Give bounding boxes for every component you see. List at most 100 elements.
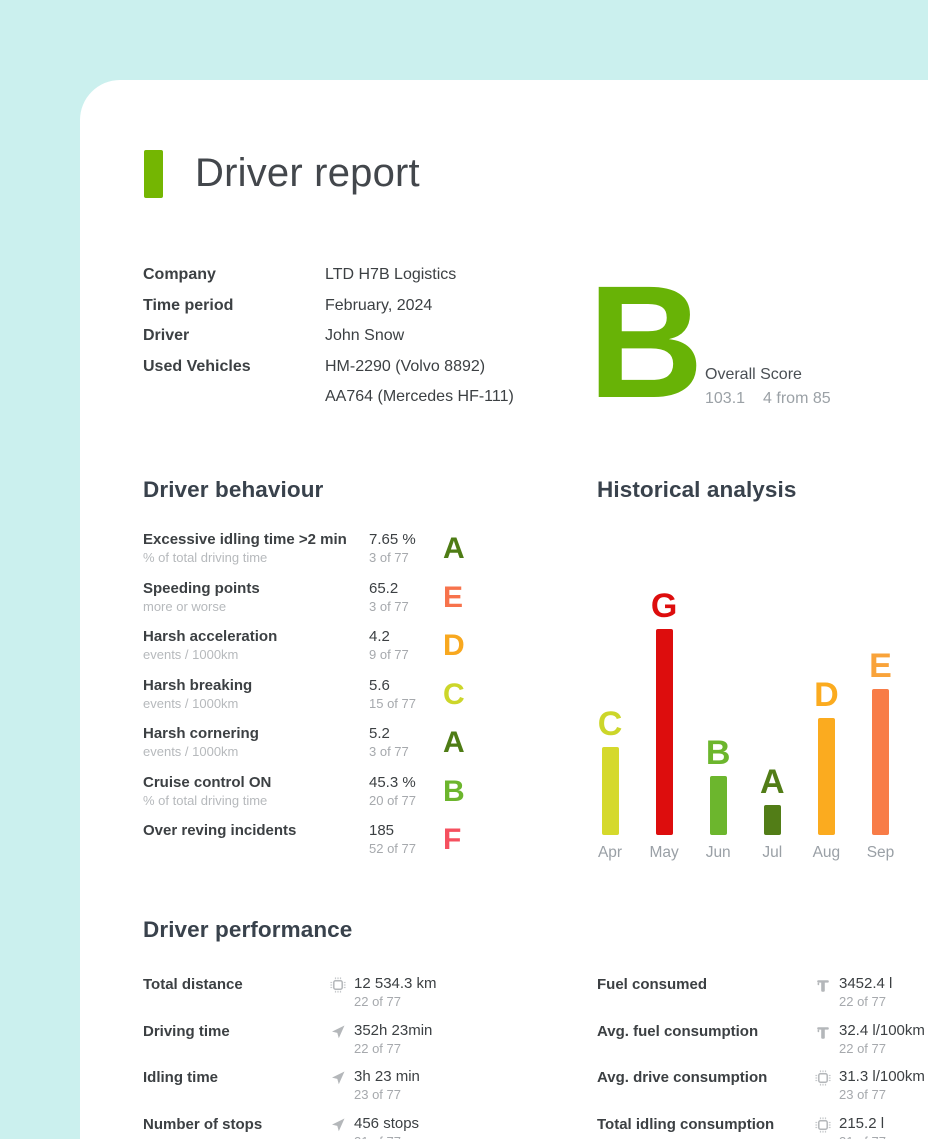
behaviour-metric-labels: Excessive idling time >2 min % of total … bbox=[143, 531, 369, 566]
chart-month-label: Jul bbox=[762, 844, 783, 861]
behaviour-metric-labels: Cruise control ON % of total driving tim… bbox=[143, 774, 369, 809]
performance-stat-rank: 22 of 77 bbox=[354, 1040, 401, 1056]
fuel-pump-icon bbox=[815, 1022, 839, 1057]
behaviour-metric-value: 185 bbox=[369, 822, 395, 839]
performance-stat-label: Avg. fuel consumption bbox=[597, 1022, 759, 1040]
performance-stat-row: Idling time 3h 23 min 23 of 77 bbox=[143, 1068, 533, 1103]
report-card bbox=[80, 80, 928, 1139]
behaviour-metric-sublabel: % of total driving time bbox=[143, 550, 268, 565]
performance-stat-row: Total idling consumption 215.2 l 21 of 7… bbox=[597, 1115, 928, 1139]
performance-stat-values: 31.3 l/100km 23 of 77 bbox=[839, 1068, 928, 1103]
behaviour-metric-sublabel: more or worse bbox=[143, 598, 227, 614]
behaviour-metric-rank: 3 of 77 bbox=[369, 550, 409, 565]
behaviour-metric-row: Harsh breaking events / 1000km 5.6 15 of… bbox=[143, 677, 493, 712]
fuel-pump-icon bbox=[817, 980, 829, 992]
behaviour-metric-sublabel: events / 1000km bbox=[143, 695, 239, 711]
section-title-driver-performance: Driver performance bbox=[143, 917, 353, 942]
chart-column: D Aug bbox=[798, 510, 854, 862]
behaviour-metric-grade: B bbox=[443, 774, 465, 808]
performance-stat-rank: 22 of 77 bbox=[839, 994, 886, 1009]
performance-stat-value: 31.3 l/100km bbox=[839, 1068, 925, 1085]
section-title-driver-behaviour: Driver behaviour bbox=[143, 477, 324, 502]
chart-month-label: Jun bbox=[705, 844, 731, 861]
performance-column-left: Total distance 12 534.3 km 22 of 77 Driv… bbox=[143, 975, 533, 1139]
performance-stat-rank: 23 of 77 bbox=[354, 1087, 401, 1102]
performance-stat-values: 352h 23min 22 of 77 bbox=[354, 1022, 533, 1057]
info-table: Company LTD H7B Logistics Time period Fe… bbox=[143, 266, 563, 419]
behaviour-metrics-list: Excessive idling time >2 min % of total … bbox=[143, 531, 493, 871]
behaviour-metric-labels: Speeding points more or worse bbox=[143, 580, 369, 615]
performance-stat-values: 456 stops 21 of 77 bbox=[354, 1115, 533, 1139]
behaviour-metric-row: Over reving incidents 185 52 of 77 F bbox=[143, 822, 493, 857]
performance-stat-label: Driving time bbox=[143, 1022, 230, 1040]
behaviour-metric-row: Harsh acceleration events / 1000km 4.2 9… bbox=[143, 628, 493, 663]
behaviour-metric-grade: D bbox=[443, 629, 465, 662]
info-value: HM-2290 (Volvo 8892) bbox=[325, 357, 486, 375]
chart-column: E Sep bbox=[853, 510, 909, 862]
performance-stat-value: 3h 23 min bbox=[354, 1068, 420, 1085]
performance-stat-values: 32.4 l/100km 22 of 77 bbox=[839, 1022, 928, 1057]
performance-stat-rank: 23 of 77 bbox=[839, 1087, 886, 1102]
info-row: Driver John Snow bbox=[143, 327, 563, 358]
behaviour-metric-values: 5.6 15 of 77 bbox=[369, 677, 443, 712]
behaviour-metric-values: 45.3 % 20 of 77 bbox=[369, 774, 443, 809]
behaviour-metric-labels: Harsh breaking events / 1000km bbox=[143, 677, 369, 712]
performance-stat-label: Total idling consumption bbox=[597, 1115, 775, 1133]
navigation-arrow-icon bbox=[332, 1118, 345, 1131]
chip-icon bbox=[330, 975, 354, 1010]
behaviour-metric-label: Harsh breaking bbox=[143, 676, 253, 694]
info-row: Company LTD H7B Logistics bbox=[143, 266, 563, 297]
navigation-arrow-icon bbox=[332, 1025, 345, 1038]
chart-column: A Jul bbox=[744, 510, 800, 862]
behaviour-metric-value: 65.2 bbox=[369, 579, 399, 597]
behaviour-metric-labels: Harsh acceleration events / 1000km bbox=[143, 628, 369, 663]
behaviour-metric-label: Excessive idling time >2 min bbox=[143, 531, 347, 548]
performance-stat-value: 32.4 l/100km bbox=[839, 1021, 925, 1039]
performance-stat-row: Number of stops 456 stops 21 of 77 bbox=[143, 1115, 533, 1139]
performance-stat-row: Avg. drive consumption 31.3 l/100km 23 o… bbox=[597, 1068, 928, 1103]
behaviour-metric-label: Harsh cornering bbox=[143, 725, 259, 742]
behaviour-metric-values: 65.2 3 of 77 bbox=[369, 580, 443, 615]
overall-score-rank: 4 from 85 bbox=[763, 390, 831, 407]
performance-stat-value: 352h 23min bbox=[354, 1021, 433, 1039]
performance-stat-value: 456 stops bbox=[354, 1114, 420, 1132]
navigation-arrow-icon bbox=[330, 1068, 354, 1103]
behaviour-metric-row: Cruise control ON % of total driving tim… bbox=[143, 774, 493, 809]
performance-stat-rank: 22 of 77 bbox=[839, 1040, 886, 1056]
behaviour-metric-grade: A bbox=[443, 726, 465, 759]
fuel-pump-icon bbox=[817, 1026, 829, 1039]
chart-month-label: Sep bbox=[866, 844, 895, 861]
behaviour-metric-rank: 15 of 77 bbox=[369, 695, 416, 711]
info-value: LTD H7B Logistics bbox=[325, 266, 457, 283]
performance-stat-value: 12 534.3 km bbox=[354, 975, 437, 992]
navigation-arrow-icon bbox=[330, 1115, 354, 1139]
info-row: Time period February, 2024 bbox=[143, 297, 563, 328]
historical-analysis-chart: C Apr G May B Jun A Jul D Aug E Sep bbox=[597, 510, 928, 862]
performance-stat-values: 12 534.3 km 22 of 77 bbox=[354, 975, 533, 1010]
overall-score-label: Overall Score bbox=[705, 366, 802, 383]
info-label: Company bbox=[143, 266, 216, 283]
performance-stat-label: Number of stops bbox=[143, 1115, 263, 1133]
performance-stat-label: Fuel consumed bbox=[597, 976, 708, 993]
chart-grade-label: A bbox=[760, 763, 785, 801]
chart-bar bbox=[601, 747, 619, 835]
page-title: Driver report bbox=[195, 151, 420, 195]
behaviour-metric-rank: 3 of 77 bbox=[369, 598, 409, 614]
performance-stat-label: Idling time bbox=[143, 1069, 218, 1086]
chart-column: G May bbox=[636, 510, 692, 862]
info-row: AA764 (Mercedes HF-111) bbox=[143, 388, 563, 419]
behaviour-metric-values: 7.65 % 3 of 77 bbox=[369, 531, 443, 566]
info-label: Driver bbox=[143, 327, 190, 344]
behaviour-metric-labels: Over reving incidents bbox=[143, 822, 369, 857]
chart-month-label: May bbox=[649, 844, 679, 861]
chart-grade-label: G bbox=[650, 587, 678, 625]
behaviour-metric-sublabel: events / 1000km bbox=[143, 744, 239, 759]
chip-icon bbox=[815, 1115, 839, 1139]
chart-column: B Jun bbox=[690, 510, 746, 862]
overall-score-info: Overall Score 103.1 4 from 85 bbox=[705, 366, 831, 408]
chart-grade-label: D bbox=[814, 676, 839, 714]
info-label: Time period bbox=[143, 296, 234, 314]
chart-month-label: Aug bbox=[812, 844, 841, 861]
behaviour-metric-rank: 9 of 77 bbox=[369, 647, 409, 662]
chart-grade-label: E bbox=[869, 647, 892, 685]
